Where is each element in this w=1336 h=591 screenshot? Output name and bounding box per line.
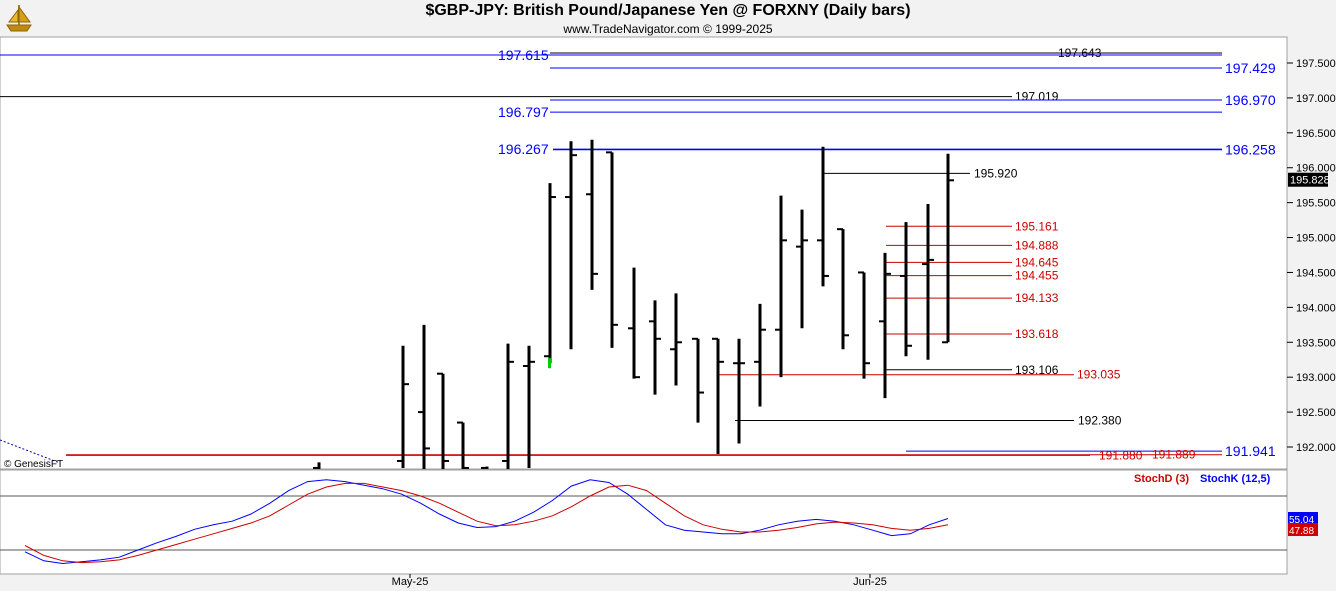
y-tick-label: 196.500 [1296, 128, 1336, 140]
level-label: 197.643 [1058, 46, 1102, 60]
stoch-panel-frame [0, 469, 1288, 575]
stoch-value-label: 55.04 [1289, 515, 1314, 526]
level-label: 195.161 [1015, 219, 1059, 233]
y-tick-label: 196.000 [1296, 163, 1336, 175]
level-label: 194.645 [1015, 255, 1059, 269]
y-tick-label: 194.000 [1296, 302, 1336, 314]
stoch-value-label: 47.88 [1289, 526, 1314, 537]
signal-marker [548, 358, 551, 369]
level-label: 191.941 [1225, 443, 1276, 459]
stoch-line [24, 479, 949, 565]
level-label: 197.429 [1225, 60, 1276, 76]
level-label: 196.258 [1225, 142, 1276, 158]
sailboat-logo-icon [4, 2, 34, 34]
y-tick-label: 197.500 [1296, 58, 1336, 70]
stoch-value-box [1288, 523, 1318, 536]
chart-subtitle: www.TradeNavigator.com © 1999-2025 [563, 22, 773, 36]
level-label: 196.970 [1225, 92, 1276, 108]
dotted-trendline [0, 439, 61, 464]
stoch-value-box [1288, 512, 1318, 525]
price-axis: 197.500 197.000 196.500 196.000 195.500 195.0… [1287, 58, 1336, 454]
fib-levels: 197.643 197.615 197.429 197.019 196.970 196.7… [0, 46, 1276, 462]
stoch-line [24, 482, 949, 564]
level-label: 197.019 [1015, 90, 1059, 104]
level-label: 193.035 [1077, 368, 1121, 382]
y-tick-label: 193.000 [1296, 372, 1336, 384]
price-panel-background [0, 37, 1287, 469]
level-label: 194.133 [1015, 291, 1059, 305]
level-label: 191.880 [1099, 448, 1143, 462]
level-label: 194.888 [1015, 238, 1059, 252]
level-label: 193.106 [1015, 363, 1059, 377]
level-label: 191.889 [1152, 448, 1196, 462]
price-bars [313, 139, 954, 469]
x-tick-label: May-25 [392, 576, 429, 588]
x-tick-label: Jun-25 [853, 576, 887, 588]
genesis-watermark: © GenesisFT [4, 459, 63, 470]
stoch-panel-background [0, 470, 1287, 574]
date-axis: May-25 Jun-25 [392, 574, 887, 588]
legend-stochd: StochD (3) [1134, 473, 1189, 485]
y-tick-label: 192.000 [1296, 442, 1336, 454]
level-label: 195.920 [974, 166, 1018, 180]
last-price-label: 195.828 [1290, 175, 1330, 187]
y-tick-label: 195.500 [1296, 198, 1336, 210]
last-price-box [1288, 172, 1328, 187]
level-label: 197.615 [498, 47, 549, 63]
level-label: 196.797 [498, 104, 549, 120]
y-tick-label: 192.500 [1296, 407, 1336, 419]
y-tick-label: 193.500 [1296, 337, 1336, 349]
level-label: 196.267 [498, 141, 549, 157]
y-tick-label: 197.000 [1296, 93, 1336, 105]
level-label: 192.380 [1078, 413, 1122, 427]
level-label: 194.455 [1015, 269, 1059, 283]
chart-title: $GBP-JPY: British Pound/Japanese Yen @ F… [425, 2, 911, 19]
price-panel-frame [0, 36, 1288, 470]
y-tick-label: 194.500 [1296, 267, 1336, 279]
legend-stochk: StochK (12,5) [1200, 473, 1271, 485]
y-tick-label: 195.000 [1296, 233, 1336, 245]
level-label: 193.618 [1015, 327, 1059, 341]
